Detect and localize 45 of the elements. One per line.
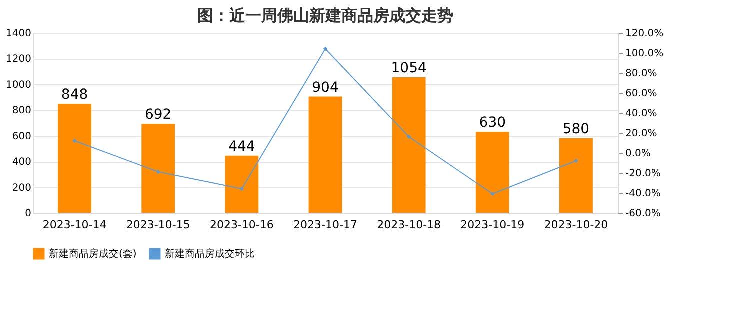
data-label: 630 <box>479 115 506 131</box>
x-tick-label: 2023-10-15 <box>126 218 190 232</box>
y-tick-label: 400 <box>12 157 32 168</box>
y-tick-label: 200 <box>12 182 32 194</box>
bar <box>142 124 176 213</box>
y2-tick-label: 120.0% <box>626 28 664 40</box>
point <box>240 186 244 192</box>
bar <box>58 104 92 213</box>
legend-label: 新建商品房成交(套) <box>49 248 137 260</box>
data-label: 692 <box>144 107 172 124</box>
bar <box>560 138 593 213</box>
y-tick-label: 600 <box>12 131 32 142</box>
bar <box>392 77 426 213</box>
y-tick-label: 1200 <box>6 54 32 66</box>
y2-tick-label: -20.0% <box>626 168 661 180</box>
x-tick-label: 2023-10-18 <box>377 218 442 232</box>
data-label: 848 <box>61 86 88 103</box>
y2-tick-label: 80.0% <box>626 68 658 80</box>
data-label: 444 <box>228 138 256 155</box>
bar <box>476 132 510 213</box>
bar <box>225 156 259 213</box>
y2-tick-label: 100.0% <box>626 48 664 60</box>
y-tick-label: 0 <box>25 208 32 220</box>
x-tick-label: 2023-10-14 <box>42 218 107 232</box>
y2-tick-label: -60.0% <box>626 208 661 220</box>
data-label: 1054 <box>391 60 427 76</box>
y-tick-label: 800 <box>12 106 32 117</box>
data-label: 580 <box>562 121 590 138</box>
y2-tick-label: 20.0% <box>626 128 658 140</box>
bar <box>308 96 342 213</box>
x-tick-label: 2023-10-16 <box>210 218 274 232</box>
x-tick-label: 2023-10-20 <box>544 218 608 232</box>
y2-tick-label: 40.0% <box>626 108 658 120</box>
y-tick-label: 1000 <box>6 80 32 91</box>
point <box>406 134 412 140</box>
legend-label: 新建商品房成交环比 <box>165 248 255 260</box>
x-tick-label: 2023-10-17 <box>294 218 358 232</box>
data-label: 904 <box>312 80 339 96</box>
y2-tick-label: 0.0% <box>626 148 651 160</box>
y-tick-label: 1400 <box>6 28 32 40</box>
chart-title: 图：近一周佛山新建商品房成交走势 <box>198 6 454 25</box>
y2-tick-label: -40.0% <box>626 188 661 200</box>
x-tick-label: 2023-10-19 <box>460 218 525 232</box>
y2-tick-label: 60.0% <box>626 88 658 100</box>
point <box>323 46 328 52</box>
